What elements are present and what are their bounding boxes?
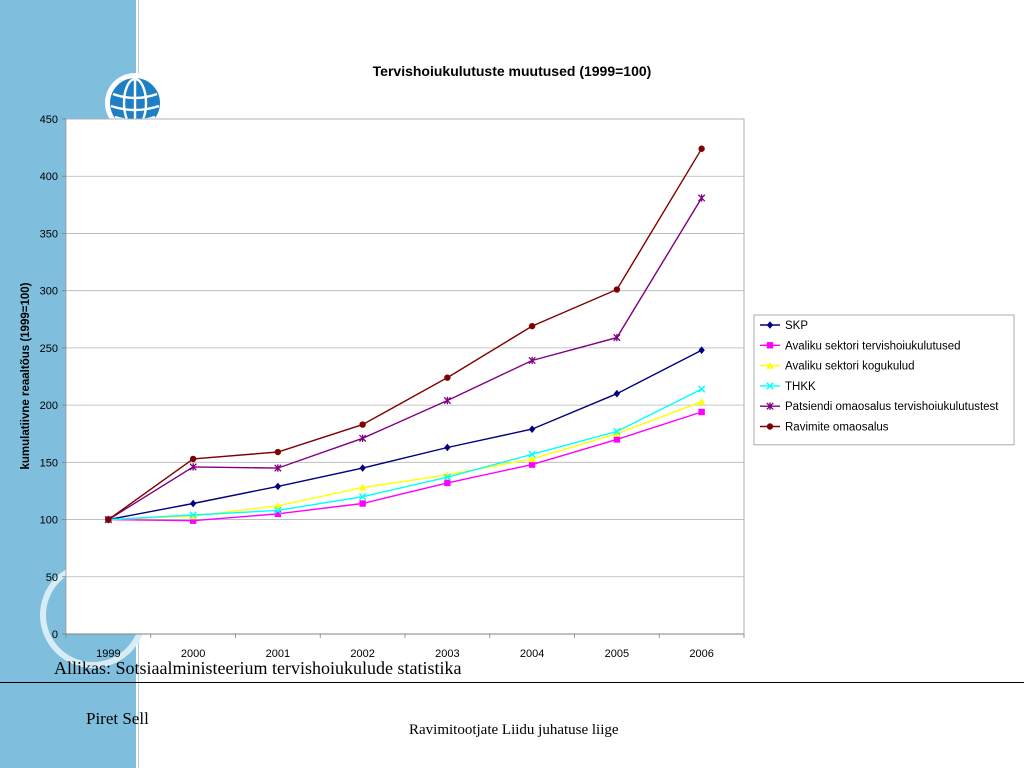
data-point <box>358 483 367 491</box>
legend-label: Patsiendi omaosalus tervishoiukulutustes… <box>785 401 999 413</box>
data-point <box>189 455 197 463</box>
data-point <box>698 408 705 416</box>
divider-line <box>0 682 1024 683</box>
y-tick-label: 50 <box>46 572 58 584</box>
plot-area <box>65 118 745 635</box>
series-line-1 <box>108 349 702 521</box>
legend-label: Avaliku sektori tervishoiukulutused <box>785 340 961 352</box>
x-tick-label: 2000 <box>181 648 205 660</box>
data-point <box>613 430 621 437</box>
data-point <box>189 463 197 471</box>
data-point <box>528 356 536 365</box>
data-point <box>528 450 536 459</box>
series-line-4 <box>108 388 702 521</box>
y-tick-label: 100 <box>40 515 58 527</box>
legend-marker <box>766 342 774 349</box>
data-point <box>359 500 366 507</box>
legend-label: Ravimite omaosalus <box>785 422 889 434</box>
x-tick-label: 2002 <box>350 648 374 660</box>
legend-marker <box>766 361 774 369</box>
data-point <box>444 479 451 487</box>
series-line-2 <box>108 411 702 522</box>
legend-box <box>753 314 1015 446</box>
x-tick-label: 2003 <box>435 648 459 660</box>
data-point <box>358 434 367 442</box>
source-note: Allikas: Sotsiaalministeerium tervishoiu… <box>54 658 462 678</box>
legend-label: SKP <box>785 320 808 332</box>
y-tick-label: 400 <box>40 171 58 183</box>
data-point <box>613 333 621 342</box>
data-point <box>613 389 621 398</box>
y-tick-label: 450 <box>40 114 58 126</box>
data-point <box>274 464 282 472</box>
y-axis-label: kumulatiivne reaaltõus (1999=100) <box>20 282 32 469</box>
legend-label: THKK <box>785 381 816 393</box>
chart-title: Tervishoiukulutuste muutused (1999=100) <box>373 63 652 79</box>
data-point <box>528 455 536 463</box>
x-tick-label: 2005 <box>605 648 629 660</box>
data-point <box>613 286 621 293</box>
y-tick-label: 350 <box>40 228 58 240</box>
globe-icon <box>105 73 165 133</box>
data-point <box>274 482 282 491</box>
data-point <box>613 427 621 436</box>
data-point <box>444 374 451 381</box>
data-point <box>358 492 367 501</box>
x-tick-label: 2004 <box>520 648 544 660</box>
legend-marker <box>766 321 774 329</box>
data-point <box>443 473 452 481</box>
data-point <box>444 443 451 452</box>
y-tick-label: 300 <box>40 286 58 298</box>
data-point <box>359 421 366 428</box>
legend: SKP Avaliku sektori tervishoiukulutused Av… <box>753 314 1015 446</box>
data-point <box>697 397 706 405</box>
data-point <box>359 464 366 472</box>
data-point <box>528 322 536 330</box>
data-point <box>528 425 536 433</box>
data-point <box>443 396 452 405</box>
data-point <box>105 516 112 523</box>
x-tick-label: 1999 <box>96 648 120 660</box>
data-point <box>189 511 197 519</box>
data-point <box>697 385 706 393</box>
data-point <box>528 461 536 468</box>
y-tick-label: 250 <box>40 343 58 355</box>
data-point <box>698 145 705 152</box>
y-tick-label: 0 <box>52 629 58 641</box>
data-point <box>274 510 282 518</box>
x-tick-label: 2006 <box>689 648 713 660</box>
series-line-5 <box>108 197 703 521</box>
data-point <box>698 346 705 354</box>
data-point <box>274 448 282 456</box>
y-tick-label: 200 <box>40 400 58 412</box>
legend-marker <box>766 382 774 390</box>
legend-marker <box>766 423 774 430</box>
author-name: Piret Sell <box>86 709 149 728</box>
data-point <box>189 517 197 524</box>
data-point <box>189 499 197 508</box>
data-point <box>697 194 706 202</box>
author-role: Ravimitootjate Liidu juhatuse liige <box>409 722 619 738</box>
data-point <box>613 436 621 443</box>
line-chart: 0 50 100 150 200 250 300 350 400 450 1999 2000 2001 2… <box>20 63 1015 660</box>
legend-label: Avaliku sektori kogukulud <box>785 361 915 373</box>
data-point <box>274 502 282 510</box>
data-point <box>274 506 282 515</box>
x-tick-label: 2001 <box>266 648 290 660</box>
legend-marker <box>766 402 774 410</box>
series-line-6 <box>107 148 703 521</box>
y-tick-label: 150 <box>40 457 58 469</box>
